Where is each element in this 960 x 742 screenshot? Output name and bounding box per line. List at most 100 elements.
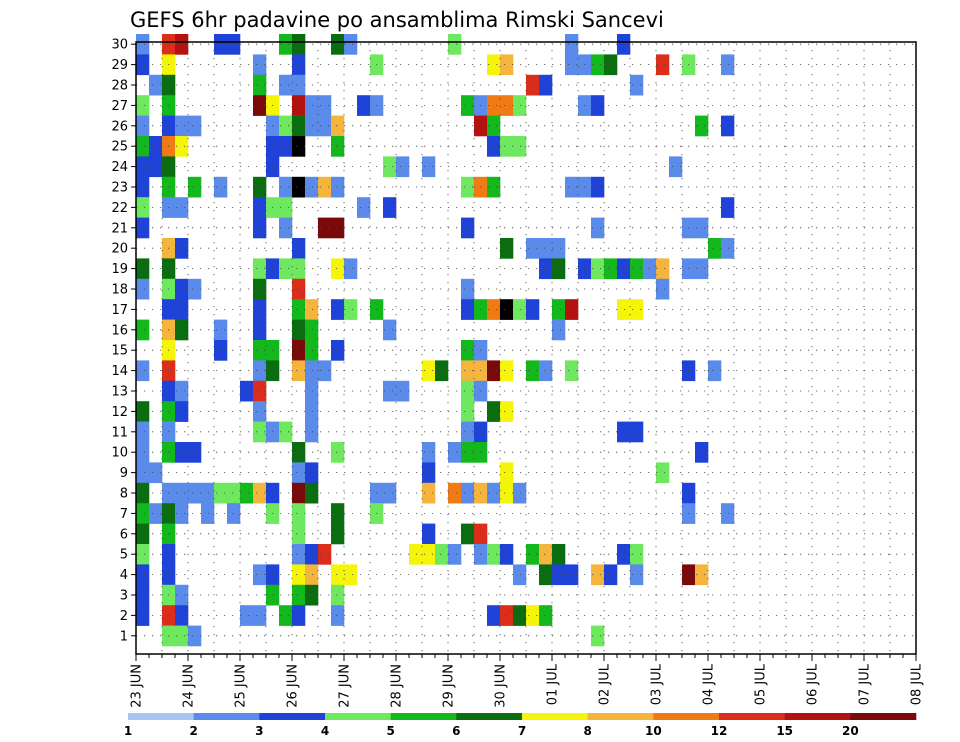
heatmap-cell — [253, 217, 267, 239]
heatmap-cell — [175, 401, 189, 422]
heatmap-cell — [396, 156, 410, 178]
heatmap-cell — [422, 482, 436, 504]
heatmap-cell — [487, 482, 501, 504]
heatmap-cell — [539, 258, 553, 280]
heatmap-cell — [539, 238, 553, 259]
heatmap-cell — [253, 319, 267, 341]
heatmap-cell — [500, 605, 514, 626]
heatmap-cell — [526, 299, 540, 320]
heatmap-cell — [539, 564, 553, 586]
heatmap-cell — [253, 564, 267, 586]
heatmap-cell — [383, 156, 397, 178]
y-tick-label: 9 — [120, 466, 128, 481]
heatmap-cell — [617, 544, 631, 565]
heatmap-cell — [201, 503, 215, 524]
x-tick-label: 04 JUL — [702, 663, 717, 705]
x-tick-label: 29 JUN — [442, 664, 457, 708]
heatmap-cell — [253, 401, 267, 422]
colorbar-label: 10 — [645, 724, 662, 738]
heatmap-cell — [630, 74, 644, 96]
heatmap-cell — [136, 176, 150, 198]
y-tick-label: 2 — [120, 609, 128, 624]
heatmap-cell — [344, 34, 358, 55]
heatmap-cell — [305, 176, 319, 198]
heatmap-cell — [500, 238, 514, 259]
heatmap-cell — [318, 217, 332, 239]
heatmap-cell — [292, 95, 306, 116]
heatmap-cell — [305, 115, 319, 137]
heatmap-cell — [331, 258, 345, 280]
heatmap-cell — [292, 74, 306, 96]
heatmap-cell — [461, 442, 475, 463]
heatmap-cell — [565, 360, 579, 382]
y-tick-label: 30 — [111, 38, 128, 53]
heatmap-cell — [305, 584, 319, 606]
heatmap-cell — [331, 217, 345, 239]
heatmap-cell — [331, 503, 345, 524]
heatmap-cell — [565, 176, 579, 198]
heatmap-cell — [292, 544, 306, 565]
x-tick-label: 05 JUL — [754, 663, 769, 705]
heatmap-cell — [500, 544, 514, 565]
colorbar-label: 6 — [452, 724, 460, 738]
heatmap-cell — [409, 544, 423, 565]
heatmap-cell — [331, 115, 345, 137]
heatmap-cell — [461, 482, 475, 504]
colorbar-label: 20 — [842, 724, 859, 738]
heatmap-cell — [461, 340, 475, 361]
heatmap-cell — [383, 380, 397, 402]
heatmap-cell — [175, 278, 189, 300]
heatmap-cell — [630, 544, 644, 565]
heatmap-cell — [461, 95, 475, 116]
heatmap-cell — [552, 299, 566, 320]
heatmap-cell — [656, 278, 670, 300]
heatmap-cell — [591, 176, 605, 198]
heatmap-cell — [253, 74, 267, 96]
heatmap-cell — [253, 299, 267, 320]
heatmap-cell — [565, 299, 579, 320]
heatmap-cell — [279, 217, 293, 239]
y-tick-label: 5 — [120, 548, 128, 563]
heatmap-cell — [513, 95, 527, 116]
y-axis-ticks: 1234567891011121314151617181920212223242… — [111, 38, 136, 644]
colorbar-label: 3 — [255, 724, 263, 738]
heatmap-cell — [383, 197, 397, 218]
heatmap-cell — [201, 482, 215, 504]
heatmap-cell — [487, 544, 501, 565]
heatmap-cell — [500, 95, 514, 116]
heatmap-cell — [500, 401, 514, 422]
heatmap-cell — [318, 360, 332, 382]
heatmap-cell — [331, 564, 345, 586]
heatmap-cell — [552, 238, 566, 259]
heatmap-cell — [461, 217, 475, 239]
y-tick-label: 21 — [111, 221, 128, 236]
heatmap-cell — [526, 605, 540, 626]
heatmap-cell — [721, 503, 735, 524]
heatmap-cell — [188, 442, 202, 463]
heatmap-cell — [175, 319, 189, 341]
heatmap-cell — [500, 299, 514, 320]
heatmap-cell — [188, 625, 202, 647]
heatmap-cell — [331, 584, 345, 606]
heatmap-cell — [292, 136, 306, 157]
heatmap-cell — [136, 319, 150, 341]
heatmap-cell — [292, 176, 306, 198]
heatmap-cell — [149, 136, 163, 157]
y-tick-label: 4 — [120, 568, 128, 583]
heatmap-cell — [175, 584, 189, 606]
heatmap-cell — [305, 95, 319, 116]
heatmap-cell — [461, 421, 475, 443]
heatmap-cell — [331, 136, 345, 157]
y-tick-label: 1 — [120, 629, 128, 644]
heatmap-cell — [305, 544, 319, 565]
heatmap-cell — [630, 564, 644, 586]
heatmap-cell — [175, 380, 189, 402]
heatmap-cell — [175, 482, 189, 504]
heatmap-cell — [344, 258, 358, 280]
colorbar-swatch — [193, 713, 260, 720]
heatmap-cell — [253, 482, 267, 504]
heatmap-cell — [487, 115, 501, 137]
heatmap-cell — [669, 156, 683, 178]
heatmap-cell — [136, 136, 150, 157]
